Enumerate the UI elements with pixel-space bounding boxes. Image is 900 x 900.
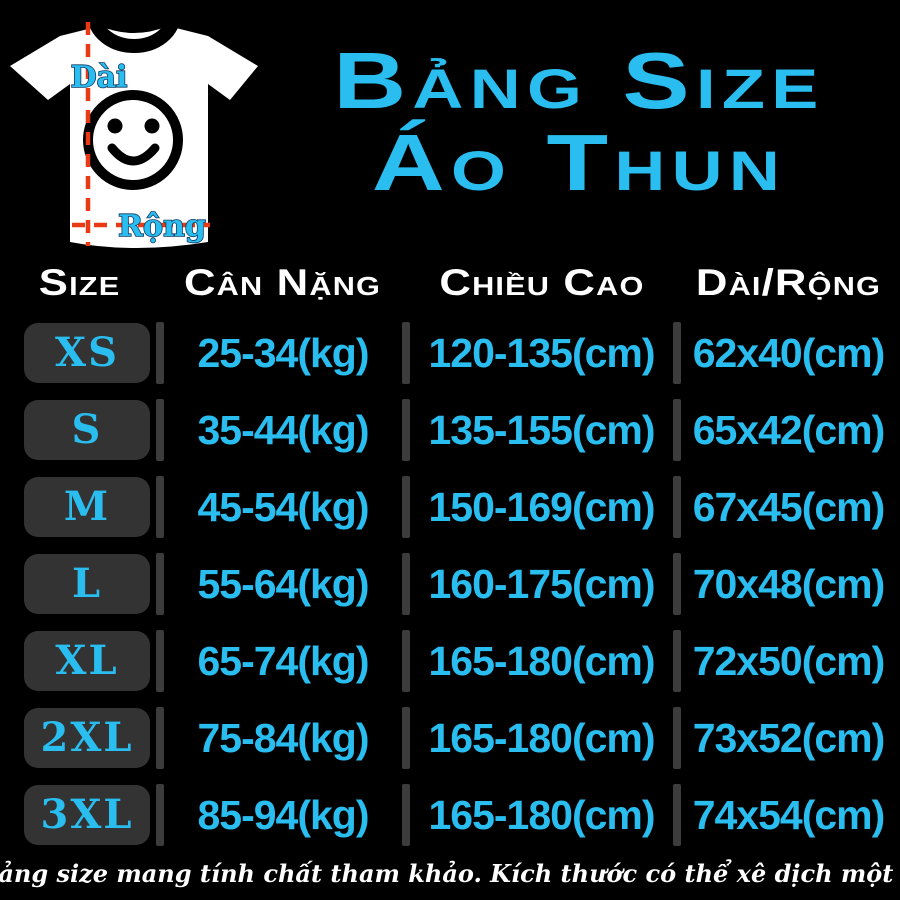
collar [87, 4, 181, 53]
header-cell-height: Chiều Cao [438, 262, 645, 303]
dimensions-cell: 70x48(cm) [673, 553, 900, 615]
size-badge-cell: XS [0, 322, 160, 384]
dimensions-cell: 67x45(cm) [673, 476, 900, 538]
table-row-xs: XS 25-34(kg) 120-135(cm) 62x40(cm) [0, 322, 900, 384]
weight-cell: 35-44(kg) [156, 399, 406, 461]
height-cell: 165-180(cm) [402, 707, 677, 769]
height-cell: 120-135(cm) [402, 322, 677, 384]
width-label: Rộng [118, 209, 206, 244]
size-badge-cell: XL [0, 630, 160, 692]
weight-cell: 55-64(kg) [156, 553, 406, 615]
weight-cell: 75-84(kg) [156, 707, 406, 769]
weight-cell: 45-54(kg) [156, 476, 406, 538]
shirt-size-diagram: Dài Rộng [4, 4, 264, 254]
dimensions-cell: 62x40(cm) [673, 322, 900, 384]
page-title: Bảng Size Áo Thun [175, 30, 900, 236]
header-cell-dimensions: Dài/Rộng [695, 262, 882, 303]
height-cell: 150-169(cm) [402, 476, 677, 538]
size-badge: L [24, 554, 150, 614]
height-cell: 160-175(cm) [402, 553, 677, 615]
height-cell: 135-155(cm) [402, 399, 677, 461]
dimensions-cell: 73x52(cm) [673, 707, 900, 769]
dimensions-cell: 65x42(cm) [673, 399, 900, 461]
size-badge-cell: 3XL [0, 784, 160, 846]
header-cell-weight: Cân Nặng [184, 262, 382, 303]
length-label: Dài [71, 60, 128, 95]
page-title-line1: Bảng Size [333, 36, 825, 125]
dimensions-cell: 72x50(cm) [673, 630, 900, 692]
table-header-row: Size Cân Nặng Chiều Cao Dài/Rộng [0, 252, 900, 314]
smiley-left-eye [107, 118, 123, 134]
weight-cell: 65-74(kg) [156, 630, 406, 692]
weight-cell: 25-34(kg) [156, 322, 406, 384]
size-badge-cell: L [0, 553, 160, 615]
size-badge-cell: M [0, 476, 160, 538]
table-row-l: L 55-64(kg) 160-175(cm) 70x48(cm) [0, 553, 900, 615]
page-title-line2: Áo Thun [371, 118, 787, 208]
size-chart-table: Size Cân Nặng Chiều Cao Dài/Rộng XS 25-3… [0, 252, 900, 861]
size-badge-cell: 2XL [0, 707, 160, 769]
table-row-s: S 35-44(kg) 135-155(cm) 65x42(cm) [0, 399, 900, 461]
size-badge: XL [24, 631, 150, 691]
smiley-face-icon [83, 90, 183, 190]
dimensions-cell: 74x54(cm) [673, 784, 900, 846]
size-badge: S [24, 400, 150, 460]
table-body: XS 25-34(kg) 120-135(cm) 62x40(cm) S 35-… [0, 322, 900, 846]
table-row-2xl: 2XL 75-84(kg) 165-180(cm) 73x52(cm) [0, 707, 900, 769]
table-row-m: M 45-54(kg) 150-169(cm) 67x45(cm) [0, 476, 900, 538]
size-badge: XS [24, 323, 150, 383]
header-cell-size: Size [39, 262, 121, 303]
size-badge: M [24, 477, 150, 537]
weight-cell: 85-94(kg) [156, 784, 406, 846]
size-badge: 3XL [24, 785, 150, 845]
size-badge-cell: S [0, 399, 160, 461]
smiley-mouth [107, 143, 160, 166]
height-cell: 165-180(cm) [402, 630, 677, 692]
disclaimer-note: “Bảng size mang tính chất tham khảo. Kíc… [0, 858, 900, 888]
table-row-xl: XL 65-74(kg) 165-180(cm) 72x50(cm) [0, 630, 900, 692]
height-cell: 165-180(cm) [402, 784, 677, 846]
tshirt-graphic: Dài Rộng [10, 4, 258, 248]
size-badge: 2XL [24, 708, 150, 768]
smiley-right-eye [144, 118, 160, 134]
table-row-3xl: 3XL 85-94(kg) 165-180(cm) 74x54(cm) [0, 784, 900, 846]
